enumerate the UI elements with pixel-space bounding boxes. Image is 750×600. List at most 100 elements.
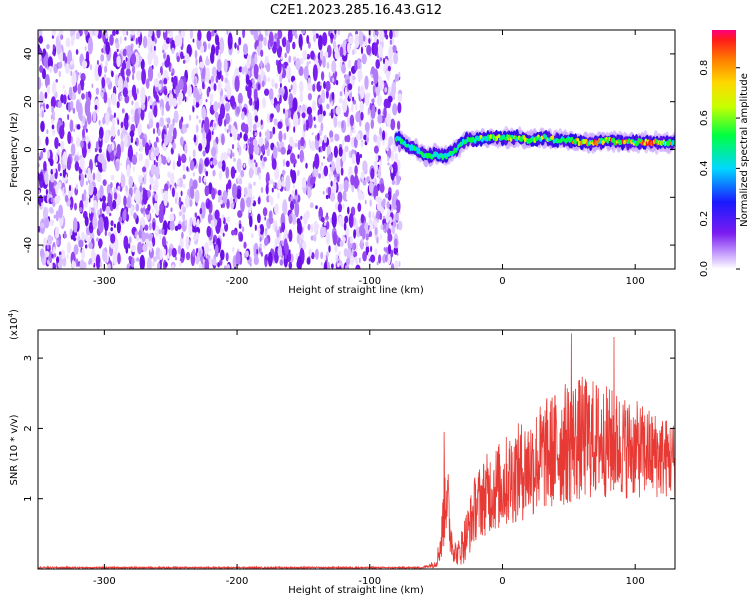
noise-blob <box>224 84 228 91</box>
noise-blob <box>293 56 297 62</box>
noise-blob <box>217 262 221 268</box>
noise-blob <box>163 53 166 59</box>
noise-blob <box>246 60 251 69</box>
noise-blob <box>155 94 159 103</box>
noise-blob <box>182 213 186 221</box>
noise-blob <box>70 60 74 66</box>
noise-blob <box>91 207 95 214</box>
noise-blob <box>364 222 369 230</box>
noise-blob <box>149 97 153 106</box>
noise-blob <box>130 136 134 144</box>
noise-blob <box>226 129 229 134</box>
noise-blob <box>140 217 145 228</box>
noise-blob <box>384 131 388 141</box>
noise-blob <box>108 231 112 237</box>
noise-blob <box>353 229 357 239</box>
noise-blob <box>384 253 388 263</box>
noise-blob <box>247 138 250 146</box>
noise-blob <box>54 154 59 163</box>
noise-blob <box>363 134 367 141</box>
noise-blob <box>104 230 107 237</box>
noise-blob <box>360 141 364 147</box>
noise-blob <box>62 84 65 89</box>
noise-blob <box>300 136 305 147</box>
noise-blob <box>204 157 210 167</box>
noise-blob <box>150 163 156 176</box>
noise-blob <box>129 236 132 244</box>
noise-blob <box>387 244 392 255</box>
noise-blob <box>272 182 275 186</box>
noise-blob <box>335 79 339 86</box>
noise-blob <box>215 45 219 56</box>
noise-blob <box>139 184 143 193</box>
noise-blob <box>312 64 318 82</box>
noise-blob <box>235 251 241 266</box>
noise-blob <box>375 195 379 202</box>
noise-blob <box>72 107 76 114</box>
noise-blob <box>380 161 382 167</box>
noise-blob <box>292 97 298 112</box>
noise-blob <box>230 125 236 136</box>
noise-blob <box>340 167 344 176</box>
noise-blob <box>212 158 218 166</box>
noise-blob <box>243 241 247 249</box>
noise-blob <box>70 206 73 211</box>
noise-blob <box>128 255 133 262</box>
noise-blob <box>375 59 381 69</box>
noise-blob <box>277 30 283 39</box>
noise-blob <box>138 229 142 239</box>
noise-blob <box>161 236 167 248</box>
noise-blob <box>255 40 259 47</box>
noise-blob <box>234 75 240 92</box>
noise-blob <box>154 45 156 51</box>
noise-blob <box>178 78 184 90</box>
noise-blob <box>297 220 302 236</box>
noise-blob <box>356 132 361 141</box>
noise-blob <box>396 120 401 131</box>
noise-blob <box>189 199 193 207</box>
noise-blob <box>310 50 315 60</box>
noise-blob <box>248 142 254 158</box>
noise-blob <box>162 49 165 54</box>
noise-blob <box>38 189 41 195</box>
noise-blob <box>366 44 372 56</box>
noise-blob <box>229 37 232 43</box>
noise-blob <box>103 216 109 232</box>
noise-blob <box>342 39 347 56</box>
noise-blob <box>199 207 203 215</box>
y-tick-label: 3 <box>23 355 34 361</box>
noise-blob <box>303 212 308 225</box>
noise-blob <box>52 168 56 174</box>
noise-blob <box>229 95 236 108</box>
noise-blob <box>313 220 319 235</box>
noise-blob <box>178 119 183 130</box>
noise-blob <box>130 205 134 217</box>
noise-blob <box>135 37 138 45</box>
noise-blob <box>328 112 332 117</box>
noise-blob <box>297 154 300 159</box>
noise-blob <box>120 230 122 237</box>
noise-blob <box>47 234 53 246</box>
noise-blob <box>371 98 375 104</box>
noise-blob <box>135 151 138 157</box>
noise-blob <box>394 238 398 248</box>
noise-blob <box>101 77 106 89</box>
noise-blob <box>70 143 76 157</box>
noise-blob <box>198 119 201 124</box>
noise-blob <box>395 179 398 186</box>
noise-blob <box>238 178 243 185</box>
noise-blob <box>352 128 356 134</box>
noise-blob <box>249 136 253 143</box>
noise-blob <box>289 136 294 147</box>
noise-blob <box>258 40 263 50</box>
noise-blob <box>335 105 341 116</box>
noise-blob <box>200 201 206 219</box>
noise-blob <box>205 198 211 210</box>
noise-blob <box>370 119 374 130</box>
noise-blob <box>151 261 156 267</box>
noise-blob <box>265 183 269 195</box>
noise-blob <box>370 167 375 180</box>
noise-blob <box>95 162 98 166</box>
noise-blob <box>182 59 186 64</box>
noise-blob <box>38 174 44 182</box>
